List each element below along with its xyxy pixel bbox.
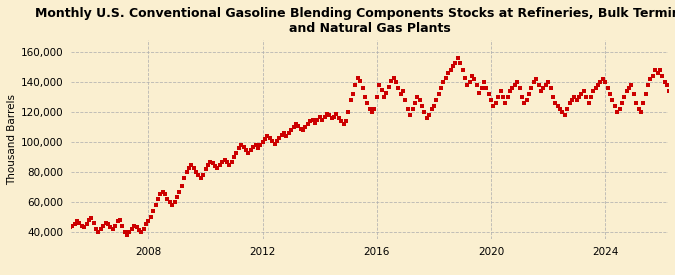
Title: Monthly U.S. Conventional Gasoline Blending Components Stocks at Refineries, Bul: Monthly U.S. Conventional Gasoline Blend… <box>34 7 675 35</box>
Y-axis label: Thousand Barrels: Thousand Barrels <box>7 94 17 185</box>
